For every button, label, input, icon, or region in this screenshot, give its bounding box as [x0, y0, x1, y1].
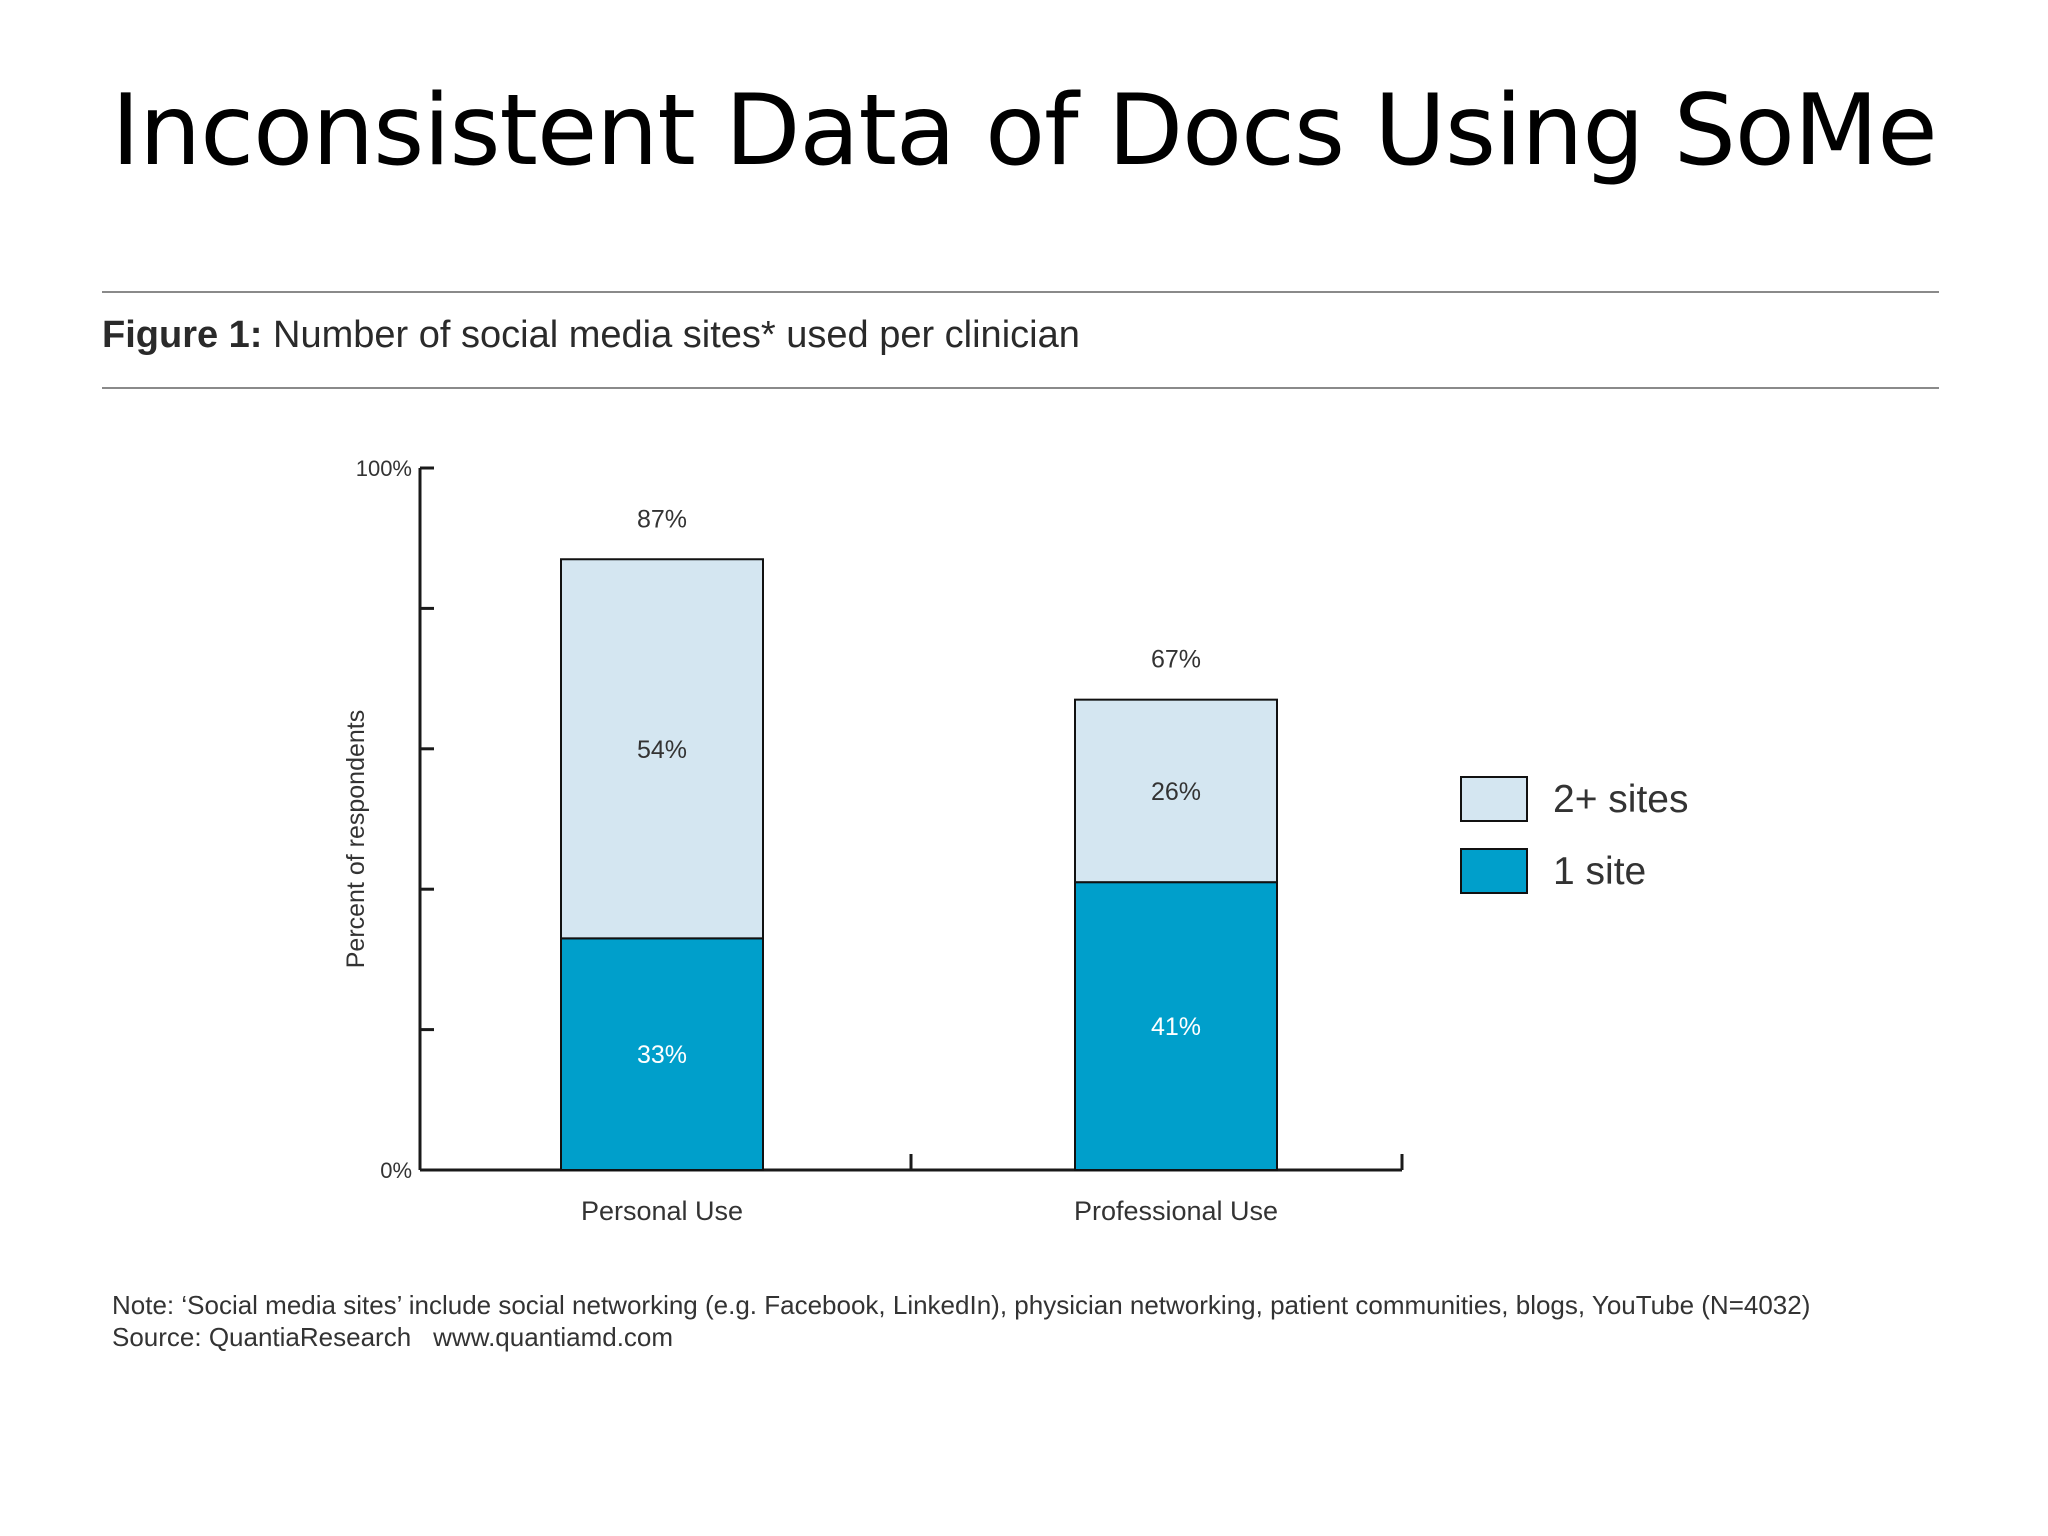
bar-segment	[560, 558, 764, 940]
legend-label: 2+ sites	[1553, 778, 1689, 821]
bar-segment-label: 33%	[637, 1041, 687, 1069]
slide-title: Inconsistent Data of Docs Using SoMe	[111, 74, 1937, 188]
legend-label: 1 site	[1553, 850, 1646, 893]
figure-note: Note: ‘Social media sites’ include socia…	[112, 1290, 1811, 1320]
bar-segment-label: 54%	[637, 736, 687, 764]
figure-caption: Figure 1: Number of social media sites* …	[102, 314, 1080, 357]
y-axis-title: Percent of respondents	[342, 710, 370, 969]
legend-swatch	[1460, 776, 1528, 822]
legend-swatch	[1460, 848, 1528, 894]
bar-segment	[1074, 698, 1278, 884]
y-tick-label: 0%	[380, 1158, 412, 1183]
caption-top-rule	[102, 291, 1939, 293]
source-label: Source: QuantiaResearch	[112, 1322, 412, 1352]
x-category-label: Personal Use	[581, 1196, 743, 1226]
caption-bottom-rule	[102, 387, 1939, 389]
y-tick-label: 100%	[356, 456, 412, 481]
bar-segment-label: 41%	[1151, 1013, 1201, 1041]
bar-total-label: 67%	[1151, 646, 1201, 674]
figure-source: Source: QuantiaResearch www.quantiamd.com	[112, 1322, 673, 1353]
bar-segment-label: 26%	[1151, 778, 1201, 806]
bar-segment	[560, 937, 764, 1172]
bar-segment	[1074, 881, 1278, 1171]
x-category-label: Professional Use	[1074, 1196, 1278, 1226]
bar-total-label: 87%	[637, 505, 687, 533]
figure-caption-text: Number of social media sites* used per c…	[273, 314, 1080, 356]
source-url: www.quantiamd.com	[433, 1322, 674, 1352]
figure-label: Figure 1:	[102, 314, 263, 356]
stacked-bar-chart: 0% 100% Percent of respondents 33% 54% 87% Per…	[342, 456, 1689, 1226]
